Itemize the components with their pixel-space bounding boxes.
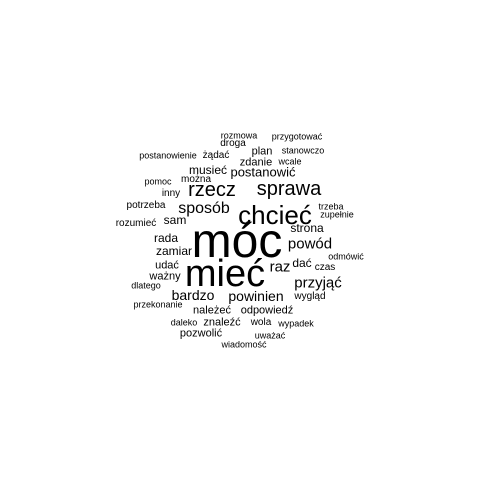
word-cloud-word: musieć [188,163,228,177]
word-cloud-word: wygląd [294,291,326,302]
word-cloud-word: stanowczo [281,145,325,156]
word-cloud-word: plan [251,145,273,158]
word-cloud-word: rzecz [188,179,236,201]
word-cloud-word: pomoc [144,176,172,187]
word-cloud-word: znaleźć [203,316,241,329]
word-cloud-word: zdanie [239,156,273,169]
word-cloud-word: bardzo [171,287,215,303]
word-cloud-word: raz [269,258,291,276]
word-cloud-word: wypadek [278,318,314,329]
word-cloud-word: żądać [202,150,230,161]
word-cloud-word: przekonanie [133,299,183,310]
word-cloud-word: uważać [254,330,286,341]
word-cloud-word: inny [161,188,181,199]
word-cloud-word: móc [191,215,283,268]
word-cloud-word: przyjąć [294,274,342,292]
word-cloud-word: czas [314,262,336,273]
word-cloud-word: można [180,174,212,185]
word-cloud-word: należeć [193,304,231,317]
word-cloud-word: sposób [178,200,230,217]
word-cloud-word: wiadomość [221,339,267,350]
word-cloud-word: dać [292,256,312,270]
word-cloud-word: sprawa [256,178,322,200]
word-cloud-word: rozmowa [220,130,258,141]
word-cloud-word: trzeba [318,201,344,212]
word-cloud-word: postanowienie [139,150,197,161]
word-cloud-word: dlatego [131,280,161,291]
word-cloud-word: odpowiedź [240,304,294,317]
word-cloud-word: pozwolić [179,327,223,340]
word-cloud-word: wcale [278,156,302,167]
word-cloud-word: sam [163,213,187,227]
word-cloud-word: rozumieć [115,218,157,229]
word-cloud-word: powinien [228,288,284,304]
word-cloud-word: daleko [170,317,198,328]
word-cloud-word: potrzeba [126,200,166,211]
word-cloud-word: strona [290,221,324,235]
word-cloud-word: zamiar [155,244,193,258]
word-cloud-word: droga [220,138,246,149]
word-cloud-word: zupełnie [320,209,354,220]
word-cloud-word: ważny [149,270,181,283]
word-cloud-word: wola [250,317,272,328]
word-cloud-word: przygotować [271,131,323,142]
word-cloud-word: udać [155,259,179,272]
word-cloud-word: powód [287,235,333,253]
word-cloud-word: mieć [184,253,266,295]
word-cloud-word: postanowić [230,164,296,180]
word-cloud-word: odmówić [328,251,364,262]
word-cloud-word: rada [153,231,179,245]
word-cloud-word: chcieć [238,200,312,230]
